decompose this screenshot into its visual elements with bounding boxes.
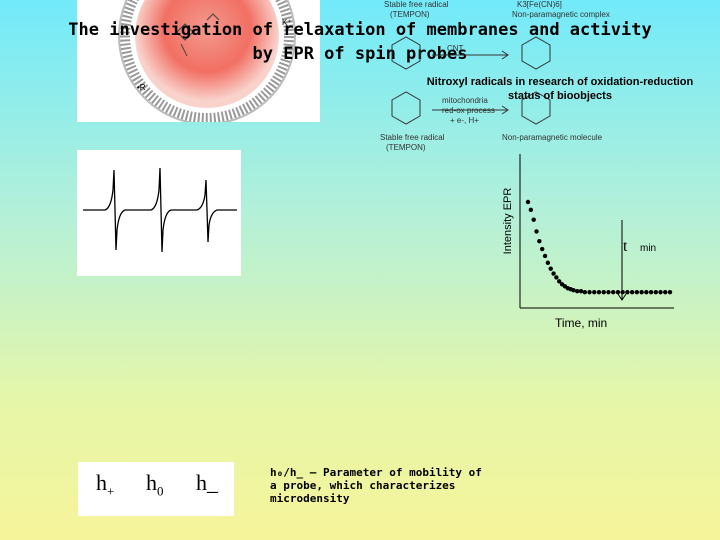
mobility-description: h₀/h_ – Parameter of mobility of a probe…: [270, 466, 482, 505]
liposome-illustration: K⁺ •R: [118, 0, 296, 122]
page-title-line2: by EPR of spin probes: [252, 44, 468, 64]
scheme-top-left-sub: (TEMPON): [390, 10, 430, 19]
data-point: [615, 289, 621, 295]
scheme-top-left-label: Stable free radical: [384, 0, 449, 9]
data-point: [537, 239, 542, 244]
svg-text:K⁺: K⁺: [282, 18, 292, 27]
data-point: [601, 289, 606, 295]
data-point: [596, 289, 602, 295]
data-point: [592, 289, 597, 295]
redox-scheme: Stable free radical (TEMPON) K3[Fe(CN)6]…: [372, 0, 642, 155]
y-axis-label: Intensity EPR: [502, 187, 514, 255]
data-point: [658, 289, 663, 295]
scheme-bottom-left-sub: (TEMPON): [386, 143, 426, 152]
data-point: [620, 289, 625, 295]
data-point: [578, 288, 584, 294]
data-point: [653, 289, 658, 295]
data-point: [634, 289, 640, 295]
data-point: [548, 266, 553, 271]
data-point: [639, 289, 644, 295]
membrane-image: K⁺ •R: [77, 0, 320, 122]
data-point: [648, 289, 654, 295]
t-min-arrow: [617, 293, 627, 301]
svg-text:•R: •R: [137, 83, 146, 92]
data-point: [557, 279, 562, 284]
scheme-redox2: + e-, H+: [450, 116, 479, 125]
scheme-top-right-formula: K3[Fe(CN)6]: [517, 0, 562, 9]
data-point: [625, 289, 630, 295]
t-unit: min: [640, 243, 657, 254]
data-point: [554, 275, 559, 280]
data-point: [644, 289, 649, 295]
scheme-bottom-left-label: Stable free radical: [380, 133, 445, 142]
data-point: [540, 246, 545, 252]
data-point: [667, 289, 673, 295]
kinetics-chart: [519, 154, 674, 309]
data-point: [531, 217, 536, 222]
scheme-cnt: CNT: [447, 44, 464, 53]
scheme-top-right-label: Non-paramagnetic complex: [512, 10, 610, 19]
epr-spectrum-panel: [77, 150, 241, 276]
data-point: [582, 289, 587, 295]
h-plus-label: h+: [96, 470, 115, 499]
scheme-mito: mitochondria: [442, 96, 488, 105]
data-point: [542, 253, 548, 259]
data-point: [528, 207, 534, 213]
data-point: [606, 289, 611, 295]
data-point: [525, 199, 531, 205]
data-point: [551, 271, 556, 276]
data-point: [611, 289, 616, 295]
nitroxyl-caption-line1: Nitroxyl radicals in research of oxidati…: [426, 76, 694, 88]
data-point: [571, 288, 576, 293]
x-axis-label: Time, min: [555, 316, 608, 330]
scheme-drawing: [391, 36, 551, 125]
t-symbol: t: [623, 238, 628, 255]
h-zero-label: h0: [146, 470, 164, 499]
data-point: [575, 288, 580, 294]
data-point: [663, 289, 668, 295]
data-point: [534, 229, 539, 234]
nitroxyl-caption-line2: status of bioobjects: [508, 90, 612, 102]
epr-spectrum: [83, 167, 237, 253]
nitroxyl-caption: Nitroxyl radicals in research of oxidati…: [410, 75, 710, 103]
scheme-bottom-right-label: Non-paramagnetic molecule: [502, 133, 603, 142]
data-point: [629, 289, 635, 295]
data-point: [587, 289, 592, 295]
data-point: [545, 260, 551, 265]
hfs-labels-box: h+ h0 h_: [78, 462, 234, 516]
h-minus-label: h_: [196, 470, 218, 495]
page-title-line1: The investigation of relaxation of membr…: [68, 20, 652, 40]
